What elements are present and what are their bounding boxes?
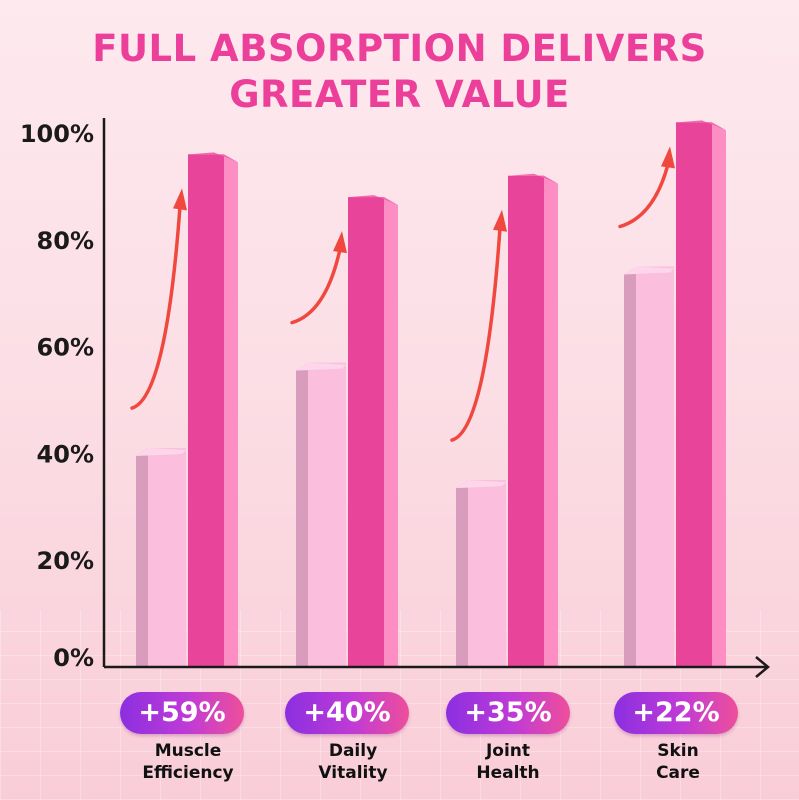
bar-after-4-front bbox=[676, 122, 712, 667]
growth-arrow-1 bbox=[130, 204, 182, 410]
y-tick-label-40pct: 40% bbox=[37, 440, 94, 468]
chart-title-line-1: FULL ABSORPTION DELIVERS bbox=[92, 27, 707, 70]
category-label-4: Skin Care bbox=[608, 740, 748, 784]
bar-before-1 bbox=[136, 448, 186, 667]
bar-before-2-side bbox=[296, 362, 308, 667]
bar-after-1-front bbox=[188, 154, 224, 668]
bar-before-4-top bbox=[624, 266, 674, 275]
bar-before-2-top bbox=[296, 362, 346, 371]
bar-after-2-side bbox=[384, 197, 398, 667]
bar-after-4-side bbox=[712, 122, 726, 667]
category-label-1-line-2: Efficiency bbox=[142, 763, 234, 783]
chart-title-line-2: GREATER VALUE bbox=[229, 73, 570, 116]
y-tick-label-100pct: 100% bbox=[20, 120, 94, 148]
bar-after-3 bbox=[508, 173, 558, 667]
x-axis-arrow bbox=[755, 656, 770, 678]
growth-arrow-4 bbox=[618, 162, 670, 229]
category-label-2: Daily Vitality bbox=[283, 740, 423, 784]
bar-before-3-top bbox=[456, 480, 506, 489]
bar-before-1-front bbox=[148, 448, 186, 667]
increase-badge-2: +40% bbox=[285, 692, 409, 734]
increase-badge-1: +59% bbox=[120, 692, 244, 734]
bar-before-3-front bbox=[468, 480, 506, 667]
bar-before-4-front bbox=[636, 266, 674, 667]
bar-before-1-top bbox=[136, 448, 186, 457]
bar-after-1-top bbox=[188, 152, 238, 163]
category-label-3-line-1: Joint bbox=[485, 741, 531, 761]
category-label-2-line-1: Daily bbox=[328, 741, 378, 761]
bar-after-1-side bbox=[224, 154, 238, 668]
category-label-4-line-2: Care bbox=[656, 763, 700, 783]
bar-after-3-front bbox=[508, 175, 544, 667]
bar-before-4 bbox=[624, 266, 674, 667]
bar-after-2 bbox=[348, 195, 398, 667]
chart-title: FULL ABSORPTION DELIVERS GREATER VALUE bbox=[0, 26, 799, 118]
increase-badge-4: +22% bbox=[614, 692, 738, 734]
growth-arrow-head-3 bbox=[493, 209, 507, 232]
growth-arrow-head-4 bbox=[661, 146, 675, 169]
increase-badge-3: +35% bbox=[446, 692, 570, 734]
bar-before-3 bbox=[456, 480, 506, 667]
growth-arrow-3 bbox=[450, 225, 502, 442]
y-tick-label-0pct: 0% bbox=[53, 644, 94, 672]
bar-before-1-side bbox=[136, 448, 148, 667]
y-tick-label-60pct: 60% bbox=[37, 334, 94, 362]
category-label-4-line-1: Skin bbox=[657, 741, 699, 761]
bar-after-2-top bbox=[348, 195, 398, 206]
bar-after-3-top bbox=[508, 173, 558, 184]
bar-before-4-side bbox=[624, 266, 636, 667]
growth-arrow-head-1 bbox=[173, 188, 187, 211]
category-label-1: Muscle Efficiency bbox=[118, 740, 258, 784]
growth-arrow-2 bbox=[290, 247, 342, 325]
bar-after-1 bbox=[188, 152, 238, 668]
bar-after-4 bbox=[676, 120, 726, 667]
bar-before-3-side bbox=[456, 480, 468, 667]
category-label-1-line-1: Muscle bbox=[154, 741, 222, 761]
bar-before-2-front bbox=[308, 362, 346, 667]
bar-after-3-side bbox=[544, 175, 558, 667]
category-label-3-line-2: Health bbox=[476, 763, 540, 783]
y-tick-label-80pct: 80% bbox=[37, 227, 94, 255]
bar-after-2-front bbox=[348, 197, 384, 667]
bar-before-2 bbox=[296, 362, 346, 667]
bar-after-4-top bbox=[676, 120, 726, 131]
category-label-2-line-2: Vitality bbox=[318, 763, 388, 783]
category-label-3: Joint Health bbox=[438, 740, 578, 784]
y-tick-label-20pct: 20% bbox=[37, 547, 94, 575]
growth-arrow-head-2 bbox=[333, 231, 347, 254]
